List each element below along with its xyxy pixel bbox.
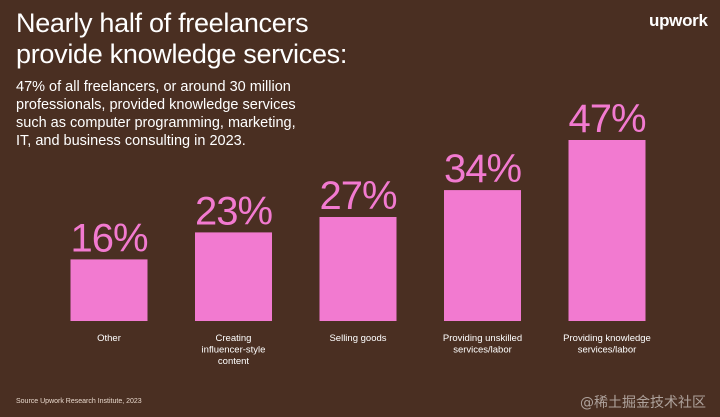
description-line-2: professionals, provided knowledge servic… xyxy=(16,97,296,113)
description-line-1: 47% of all freelancers, or around 30 mil… xyxy=(16,79,291,95)
title-line-2: provide knowledge services: xyxy=(16,39,348,69)
source-note: Source Upwork Research Institute, 2023 xyxy=(16,398,142,405)
category-label-0: Other xyxy=(97,333,121,344)
value-label-4: 47% xyxy=(568,97,645,141)
value-label-1: 23% xyxy=(195,189,272,233)
bar-2 xyxy=(319,217,397,321)
upwork-logo: upwork xyxy=(649,11,708,30)
category-label-1: Creating influencer-style content xyxy=(202,333,266,367)
bar-3 xyxy=(444,190,521,321)
description-line-4: IT, and business consulting in 2023. xyxy=(16,133,246,149)
value-label-3: 34% xyxy=(444,147,521,191)
category-label-2: Selling goods xyxy=(329,333,386,344)
category-label-3: Providing unskilled services/labor xyxy=(443,333,522,356)
bar-1 xyxy=(195,232,272,321)
category-label-4: Providing knowledge services/labor xyxy=(563,333,651,356)
title-line-1: Nearly half of freelancers xyxy=(16,8,309,38)
chart-description: 47% of all freelancers, or around 30 mil… xyxy=(16,78,346,150)
bar-0 xyxy=(70,259,148,321)
description-line-3: such as computer programming, marketing, xyxy=(16,115,296,131)
watermark: @稀土掘金技术社区 xyxy=(580,395,706,411)
bar-4 xyxy=(568,140,646,321)
value-label-2: 27% xyxy=(319,174,396,218)
value-label-0: 16% xyxy=(70,216,147,260)
chart-title: Nearly half of freelancers provide knowl… xyxy=(16,8,456,70)
